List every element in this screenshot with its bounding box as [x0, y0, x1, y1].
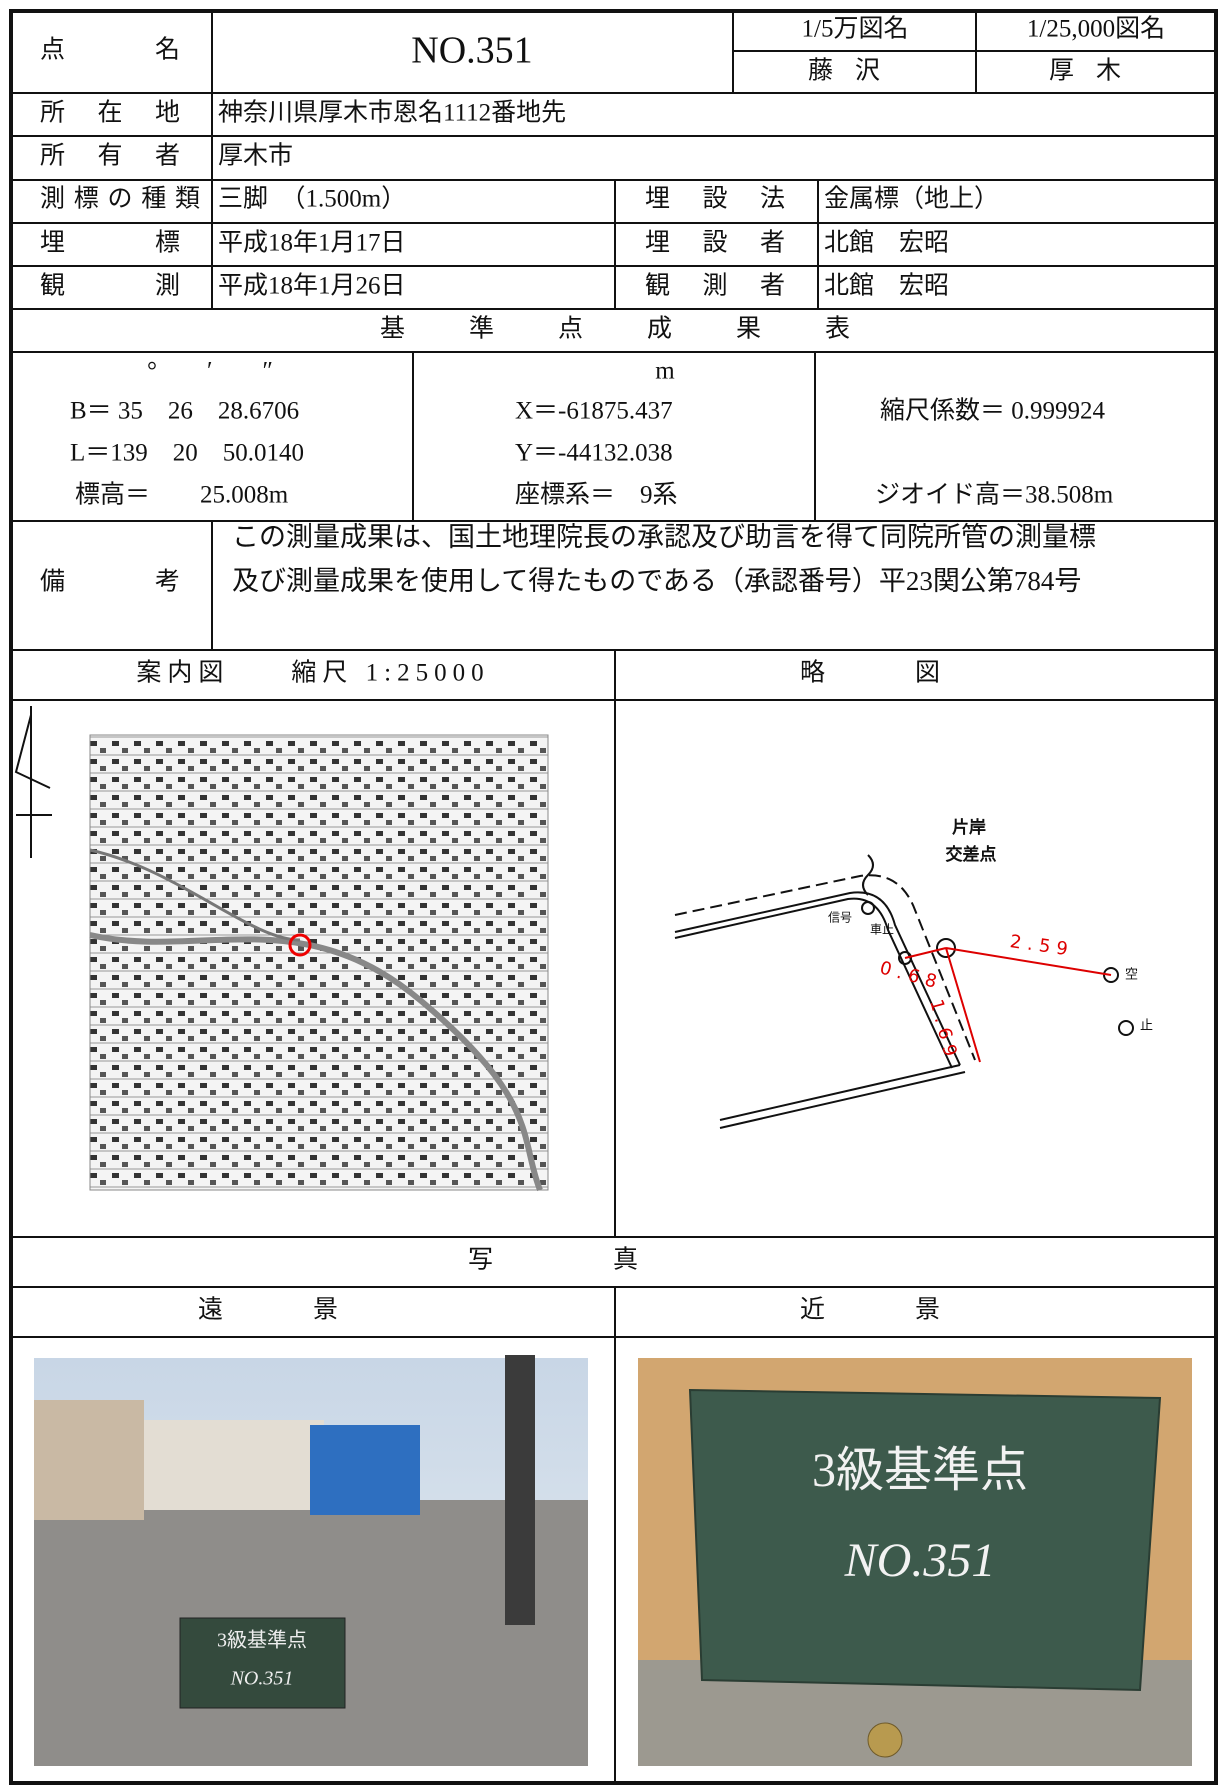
label: 備考: [40, 568, 180, 596]
label: 所在地: [40, 99, 180, 127]
coord: B＝ 35 26 28.6706: [70, 398, 299, 425]
label: 点名: [40, 36, 180, 64]
coord: Y＝-44132.038: [515, 440, 673, 467]
label: 1/25,000図名: [1027, 15, 1165, 43]
value: 平成18年1月17日: [218, 229, 406, 257]
far-photo: [34, 1355, 588, 1766]
coord: ジオイド高＝38.508m: [875, 481, 1114, 509]
value: 神奈川県厚木市恩名1112番地先: [218, 99, 566, 127]
unit: m: [655, 358, 675, 385]
board-text: 3級基準点: [217, 1629, 307, 1652]
label: 1/5万図名: [802, 15, 909, 43]
value: 北館 宏昭: [824, 229, 949, 257]
grid-lines: [11, 11, 1216, 1783]
value: 厚木市: [218, 142, 293, 170]
remark-line: 及び測量成果を使用して得たものである（承認番号）平23関公第784号: [232, 566, 1081, 596]
sketch-label: 2.59: [1009, 931, 1075, 961]
sketch-label: 0.68: [877, 957, 944, 994]
board-text: NO.351: [230, 1668, 294, 1690]
sketch-label: 片岸: [952, 817, 986, 838]
near-photo: [638, 1358, 1192, 1766]
value: 厚木: [1049, 57, 1143, 85]
sketch-label: 1.69: [925, 997, 962, 1064]
section-title: 基準点成果表: [380, 315, 850, 343]
sketch-label: 信号: [828, 911, 852, 925]
value: 北館 宏昭: [824, 272, 949, 300]
section-title: 案内図 縮尺 1:25000: [136, 659, 489, 687]
label: 埋設者: [645, 229, 785, 257]
north-arrow: [14, 706, 52, 858]
coord: 標高＝ 25.008m: [75, 481, 289, 509]
frame: [9, 9, 1218, 1785]
unit: ° ′ ″: [147, 358, 273, 385]
value: 金属標（地上）: [824, 185, 999, 213]
sketch: [674, 854, 1134, 1129]
value: 三脚 （1.500m）: [218, 185, 406, 213]
label: 測標の種類: [40, 185, 200, 213]
sketch-label: 空: [1125, 968, 1138, 983]
sketch-label: 車止: [870, 923, 894, 937]
section-title: 写真: [468, 1246, 758, 1274]
coord: 座標系＝ 9系: [515, 481, 678, 509]
label: 埋標: [40, 229, 180, 257]
remark-line: この測量成果は、国土地理院長の承認及び助言を得て同院所管の測量標: [232, 522, 1096, 552]
section-title: 近景: [800, 1296, 1030, 1324]
coord: L＝139 20 50.0140: [70, 440, 304, 467]
sketch-label: 止: [1140, 1019, 1153, 1034]
value: 平成18年1月26日: [218, 272, 406, 300]
coord: X＝-61875.437: [515, 398, 673, 425]
value: 藤沢: [808, 57, 902, 85]
coord: 縮尺係数＝ 0.999924: [880, 397, 1106, 425]
label: 観測: [40, 272, 180, 300]
guide-map: [89, 734, 549, 1192]
section-title: 略図: [800, 659, 1030, 687]
board-text: NO.351: [844, 1534, 996, 1587]
point-name: NO.351: [411, 30, 532, 72]
section-title: 遠景: [198, 1296, 428, 1324]
sketch-label: 交差点: [946, 844, 997, 865]
board-text: 3級基準点: [812, 1444, 1028, 1497]
label: 観測者: [645, 272, 785, 300]
label: 所有者: [40, 142, 180, 170]
label: 埋設法: [645, 185, 785, 213]
